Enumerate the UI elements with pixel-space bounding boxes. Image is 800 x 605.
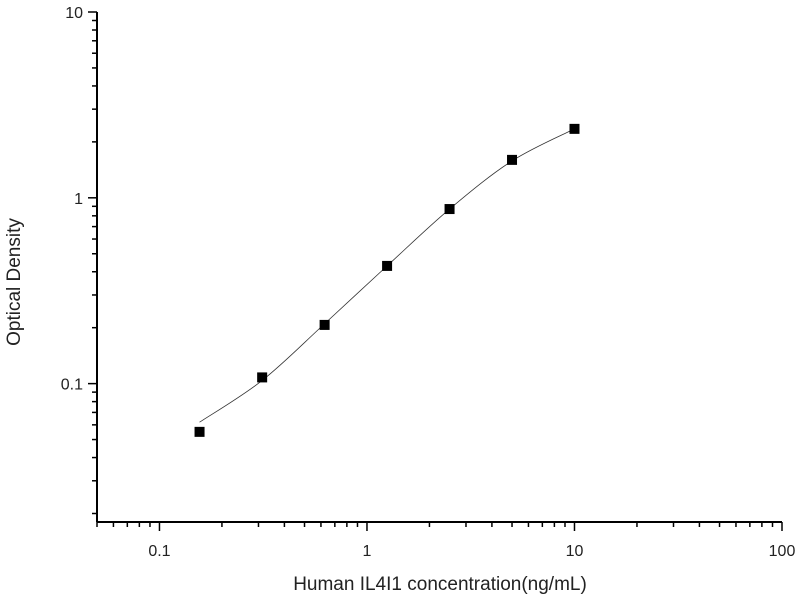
x-tick-label: 1 [363,543,372,560]
data-point [319,319,330,330]
x-tick-label: 0.1 [148,543,170,560]
y-tick-label: 10 [65,5,83,22]
x-tick-label: 10 [566,543,584,560]
x-tick-label: 100 [769,543,796,560]
x-axis-title: Human IL4I1 concentration(ng/mL) [293,574,587,595]
data-point [507,154,518,165]
data-point [194,426,205,437]
data-point [569,123,580,134]
data-point [382,260,393,271]
data-point [257,372,268,383]
fit-curve [199,128,575,423]
y-tick-label: 1 [74,191,83,208]
data-point [444,204,455,215]
axes: 0.1 1 10 100 0.1 1 10 [61,5,796,560]
data-points [194,123,580,437]
y-tick-label: 0.1 [61,377,83,394]
y-axis-title: Optical Density [4,218,25,346]
